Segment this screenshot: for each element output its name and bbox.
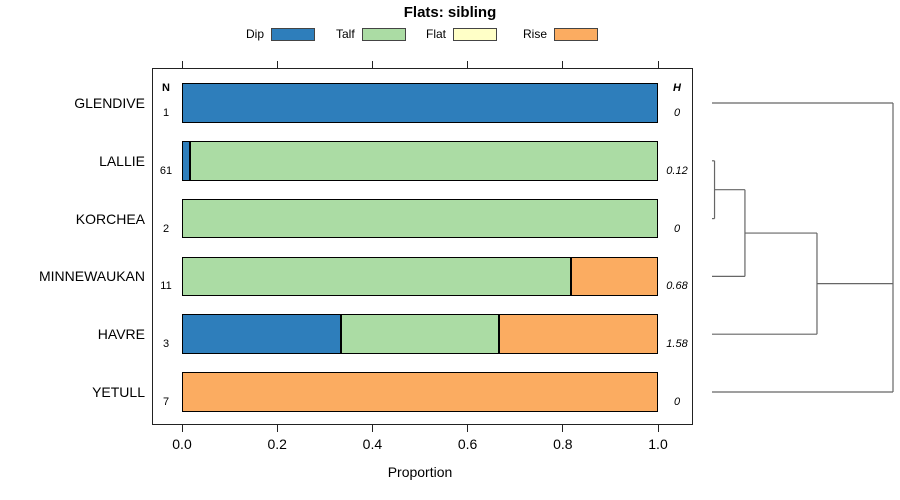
- x-tick-bottom: [371, 425, 373, 432]
- category-label: KORCHEA: [75, 210, 145, 227]
- bar-segment-talf: [340, 314, 500, 354]
- x-tick-top: [276, 61, 278, 68]
- x-tick-label: 0.0: [172, 436, 192, 452]
- x-tick-top: [371, 61, 373, 68]
- h-value: 0: [673, 107, 681, 119]
- n-value: 2: [162, 222, 170, 235]
- h-value: 0.12: [666, 164, 688, 177]
- n-value: 11: [160, 280, 172, 293]
- bar-segment-rise: [571, 256, 658, 297]
- bar-row: [182, 141, 658, 181]
- bar-row: [182, 314, 658, 354]
- h-value: 0.68: [666, 280, 688, 293]
- legend-label: Dip: [246, 27, 265, 41]
- n-value: 7: [162, 396, 170, 408]
- bar-row: [182, 83, 658, 123]
- x-tick-top: [467, 61, 469, 68]
- category-label: YETULL: [92, 384, 145, 400]
- bar-segment-rise: [499, 314, 658, 354]
- legend-item: Flat: [426, 27, 498, 41]
- x-tick-label: 0.6: [457, 436, 478, 452]
- bar-segment-rise: [182, 372, 658, 412]
- x-tick-label: 0.8: [553, 436, 573, 452]
- bar-row: [182, 372, 658, 412]
- x-tick-bottom: [276, 425, 278, 432]
- legend-item: Dip: [246, 27, 316, 41]
- bar-segment-talf: [182, 198, 658, 239]
- x-tick-top: [181, 61, 183, 68]
- legend-label: Rise: [523, 27, 548, 41]
- x-tick-bottom: [181, 425, 183, 432]
- legend-swatch: [554, 27, 599, 41]
- h-value: 1.58: [666, 338, 688, 351]
- legend-item: Rise: [523, 27, 599, 41]
- legend-item: Talf: [336, 27, 406, 41]
- h-value: 0: [673, 396, 681, 408]
- legend-label: Talf: [336, 27, 355, 41]
- category-label: GLENDIVE: [74, 95, 145, 111]
- n-value: 61: [159, 164, 173, 177]
- n-column-header: N: [162, 82, 170, 94]
- bar-segment-talf: [182, 256, 572, 297]
- legend: Dip Talf Flat Rise: [0, 27, 900, 45]
- category-label: HAVRE: [97, 326, 145, 343]
- category-label: MINNEWAUKAN: [38, 268, 145, 285]
- bar-segment-dip: [182, 314, 341, 354]
- legend-swatch: [453, 27, 498, 41]
- x-tick-label: 0.4: [362, 436, 383, 452]
- bar-segment-dip: [182, 83, 658, 123]
- h-column-header: H: [673, 82, 681, 94]
- chart-title: Flats: sibling: [403, 4, 497, 21]
- legend-swatch: [271, 27, 316, 41]
- x-tick-top: [562, 61, 564, 68]
- x-tick-label: 0.2: [267, 436, 287, 452]
- x-tick-bottom: [657, 425, 659, 432]
- n-value: 1: [162, 107, 170, 119]
- x-tick-bottom: [467, 425, 469, 432]
- bar-segment-dip: [182, 141, 190, 181]
- bar-row: [182, 256, 658, 297]
- x-tick-label: 1.0: [648, 436, 668, 452]
- category-label: LALLIE: [99, 152, 145, 169]
- h-value: 0: [673, 222, 681, 235]
- x-tick-bottom: [562, 425, 564, 432]
- legend-label: Flat: [426, 27, 447, 41]
- legend-swatch: [361, 27, 406, 41]
- plot-box: [152, 68, 693, 425]
- x-tick-top: [657, 61, 659, 68]
- bar-row: [182, 198, 658, 239]
- bar-segment-talf: [189, 141, 658, 181]
- x-axis-label: Proportion: [387, 464, 453, 480]
- n-value: 3: [162, 338, 170, 351]
